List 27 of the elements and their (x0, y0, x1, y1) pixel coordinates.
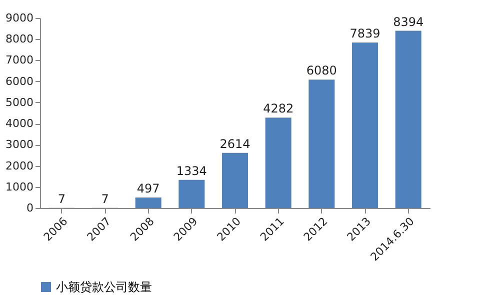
y-tick-label: 0 (26, 202, 34, 214)
bar (178, 180, 205, 208)
bar (222, 152, 248, 208)
data-label: 497 (136, 182, 160, 196)
y-tick-label: 3000 (6, 138, 34, 152)
data-label: 6080 (306, 64, 337, 78)
data-label: 4282 (263, 102, 294, 116)
y-tick-label: 6000 (6, 74, 34, 88)
data-label: 2614 (220, 136, 250, 151)
data-label: 7839 (350, 26, 380, 41)
legend-label: 小额贷款公司数量 (56, 280, 152, 294)
y-tick-label: 9000 (6, 12, 34, 24)
data-label: 7 (58, 192, 66, 206)
y-tick-label: 2000 (6, 159, 34, 172)
y-tick-label: 7000 (6, 54, 34, 67)
y-tick-label: 4000 (6, 117, 34, 130)
data-label: 8394 (393, 14, 424, 29)
y-tick-label: 5000 (6, 96, 34, 109)
y-tick-label: 1000 (6, 180, 34, 194)
bar (135, 198, 162, 208)
bar (352, 42, 378, 208)
bar (265, 118, 292, 208)
data-label: 7 (101, 192, 109, 206)
bar (395, 30, 422, 208)
y-tick-label: 8000 (6, 32, 34, 46)
data-label: 1334 (176, 164, 207, 178)
bar (308, 80, 335, 208)
